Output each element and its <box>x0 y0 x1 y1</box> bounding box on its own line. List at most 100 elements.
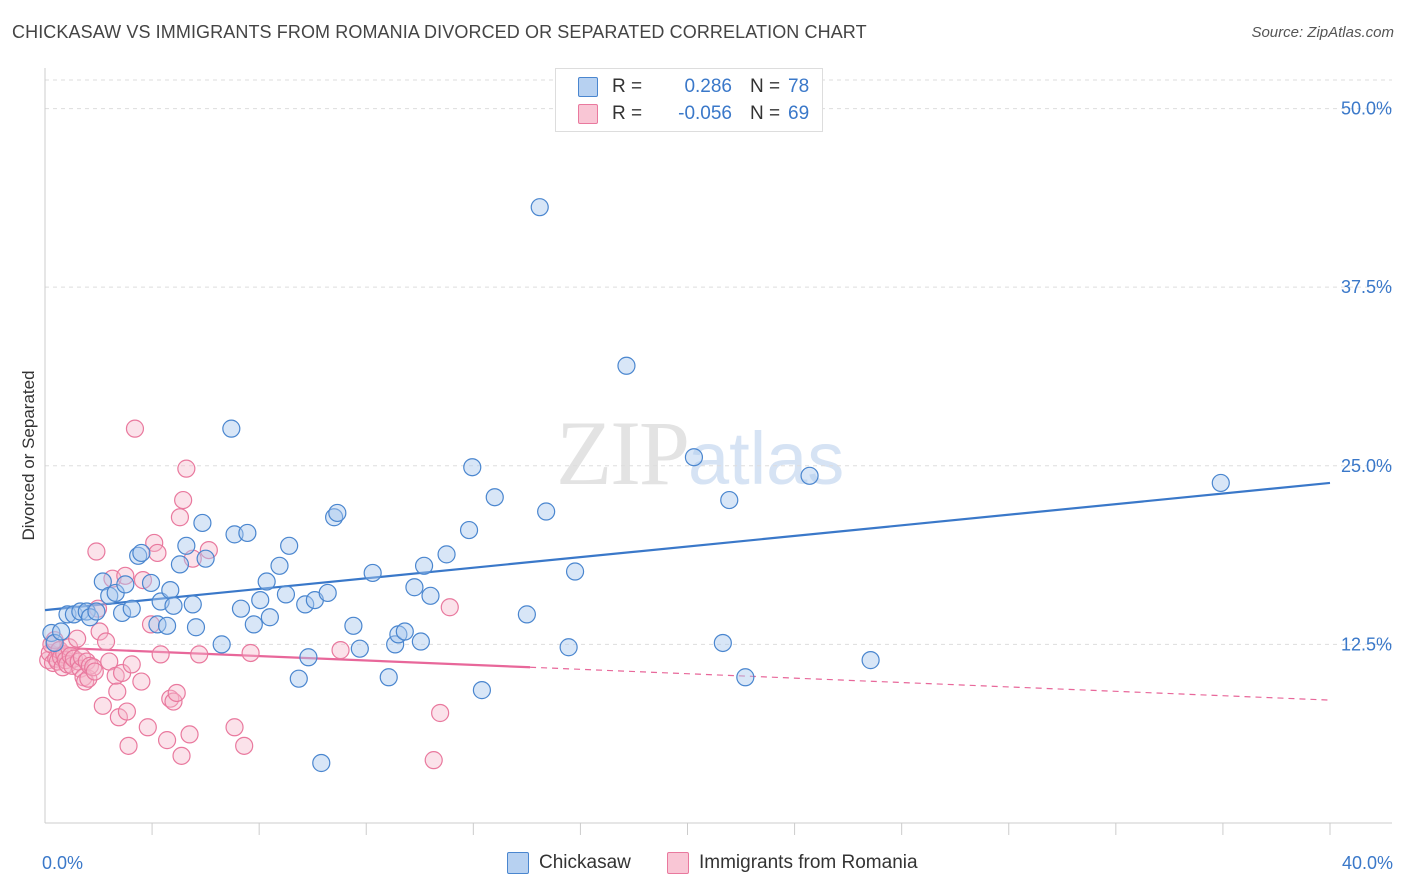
point-chickasaw <box>196 549 215 568</box>
watermark-zip: ZIP <box>556 402 690 504</box>
point-chickasaw <box>289 669 308 688</box>
point-chickasaw <box>170 555 190 574</box>
point-chickasaw <box>537 502 556 521</box>
legend-label-chickasaw: Chickasaw <box>539 852 631 873</box>
point-romania <box>68 629 87 648</box>
point-romania <box>235 736 254 755</box>
point-chickasaw <box>132 543 151 563</box>
gridlines <box>45 79 1392 645</box>
point-chickasaw <box>414 556 434 575</box>
legend-item-chickasaw: Chickasaw <box>507 852 631 874</box>
point-chickasaw <box>386 635 405 654</box>
legend-n-label: N = <box>750 103 781 124</box>
y-tick-label: 25.0% <box>1341 456 1392 476</box>
point-chickasaw <box>193 513 212 533</box>
point-romania <box>90 622 109 641</box>
point-chickasaw <box>517 605 536 624</box>
point-chickasaw <box>238 523 257 543</box>
legend-swatch-romania <box>667 852 689 874</box>
legend-r-value: -0.056 <box>678 103 732 124</box>
point-chickasaw <box>164 596 183 615</box>
point-chickasaw <box>530 198 549 217</box>
point-romania <box>241 643 260 663</box>
point-romania <box>180 725 199 744</box>
point-romania <box>119 736 138 755</box>
point-romania <box>225 718 244 737</box>
point-chickasaw <box>212 635 231 654</box>
point-chickasaw <box>472 681 491 700</box>
point-chickasaw <box>87 602 106 621</box>
point-chickasaw <box>122 599 141 618</box>
point-romania <box>174 490 193 510</box>
point-chickasaw <box>270 556 289 575</box>
point-chickasaw <box>161 580 180 600</box>
point-romania <box>424 751 443 770</box>
correlation-legend: R = 0.286 N = 78 R = -0.056 N = 69 <box>555 68 823 132</box>
point-romania <box>331 641 350 660</box>
point-chickasaw <box>565 562 585 581</box>
point-romania <box>177 459 196 478</box>
point-romania <box>151 645 170 664</box>
point-romania <box>141 615 161 634</box>
point-chickasaw <box>141 573 161 593</box>
point-chickasaw <box>485 488 504 507</box>
legend-r-label: R = <box>612 103 643 124</box>
point-romania <box>157 731 177 750</box>
point-chickasaw <box>112 603 132 623</box>
point-chickasaw <box>684 448 704 467</box>
point-chickasaw <box>328 503 347 523</box>
point-chickasaw <box>77 602 96 621</box>
point-romania <box>148 543 167 563</box>
point-chickasaw <box>231 599 251 618</box>
point-chickasaw <box>463 458 482 477</box>
point-chickasaw <box>861 651 880 670</box>
point-romania <box>145 533 164 553</box>
point-chickasaw <box>559 638 578 657</box>
point-chickasaw <box>260 608 279 627</box>
point-chickasaw <box>129 546 148 565</box>
point-romania <box>108 682 127 701</box>
point-chickasaw <box>177 536 196 555</box>
point-chickasaw <box>157 616 177 635</box>
point-chickasaw <box>251 590 270 610</box>
legend-item-romania: Immigrants from Romania <box>667 852 918 874</box>
trend-line-romania-extension <box>530 666 1331 701</box>
axes <box>44 68 1392 835</box>
point-chickasaw <box>148 615 167 634</box>
legend-swatch-blue <box>578 77 598 97</box>
data-points <box>39 198 1230 773</box>
point-chickasaw <box>45 633 64 653</box>
x-tick-label: 0.0% <box>42 853 83 873</box>
point-romania <box>167 683 186 703</box>
y-axis-title: Divorced or Separated <box>19 370 38 540</box>
legend-n-value: 69 <box>788 103 810 124</box>
legend-n-label: N = <box>750 76 781 97</box>
point-chickasaw <box>395 622 414 641</box>
point-romania <box>93 696 112 715</box>
x-tick-label: 40.0% <box>1342 853 1393 873</box>
legend-r-label: R = <box>612 76 643 97</box>
point-romania <box>96 632 116 651</box>
point-chickasaw <box>244 615 263 634</box>
point-romania <box>87 542 106 561</box>
point-chickasaw <box>299 648 318 667</box>
legend-label-romania: Immigrants from Romania <box>699 852 918 873</box>
point-romania <box>132 672 151 691</box>
point-romania <box>117 702 137 721</box>
point-chickasaw <box>350 639 369 658</box>
chart-title: CHICKASAW VS IMMIGRANTS FROM ROMANIA DIV… <box>12 22 867 42</box>
point-chickasaw <box>421 586 440 605</box>
point-chickasaw <box>713 633 732 653</box>
trend-line-romania <box>44 646 531 669</box>
point-chickasaw <box>720 490 739 510</box>
point-chickasaw <box>344 616 363 635</box>
point-romania <box>440 598 459 617</box>
legend-swatch-chickasaw <box>507 852 529 874</box>
watermark: ZIPatlas <box>556 400 844 506</box>
point-romania <box>190 645 209 664</box>
y-tick-label: 12.5% <box>1341 634 1392 654</box>
legend-swatch-pink <box>578 104 598 124</box>
point-chickasaw <box>736 668 755 687</box>
y-tick-label: 50.0% <box>1341 99 1392 119</box>
